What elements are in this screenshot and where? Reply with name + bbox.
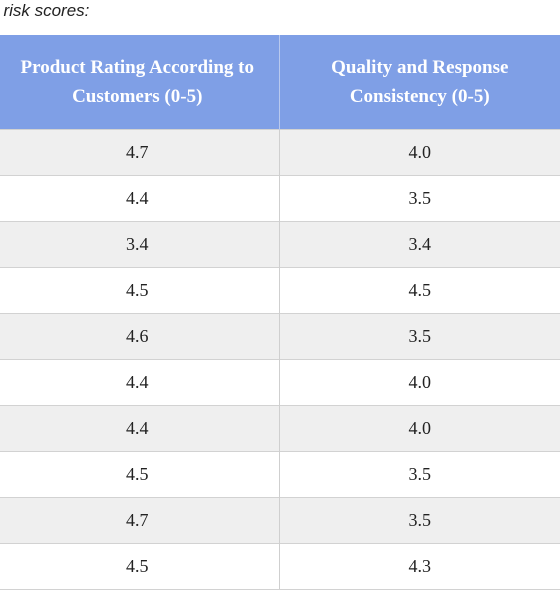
table-row: 4.7 4.0 (0, 129, 560, 176)
table-row: 4.4 4.0 (0, 359, 560, 406)
scores-table: Product Rating According to Customers (0… (0, 35, 560, 590)
quality-consistency-cell: 4.0 (279, 359, 560, 406)
quality-consistency-cell: 4.0 (279, 405, 560, 452)
quality-consistency-cell: 4.5 (279, 267, 560, 314)
table-row: 4.6 3.5 (0, 313, 560, 360)
quality-consistency-cell: 3.5 (279, 175, 560, 222)
column-header-product-rating: Product Rating According to Customers (0… (0, 35, 280, 130)
table-header-row: Product Rating According to Customers (0… (0, 35, 560, 130)
product-rating-cell: 4.4 (0, 405, 280, 452)
table-row: 4.5 4.3 (0, 543, 560, 590)
quality-consistency-cell: 3.4 (279, 221, 560, 268)
quality-consistency-cell: 3.5 (279, 497, 560, 544)
table-row: 3.4 3.4 (0, 221, 560, 268)
column-header-quality-consistency: Quality and Response Consistency (0-5) (279, 35, 560, 130)
product-rating-cell: 4.7 (0, 497, 280, 544)
quality-consistency-cell: 3.5 (279, 313, 560, 360)
product-rating-cell: 4.7 (0, 129, 280, 176)
product-rating-cell: 4.4 (0, 359, 280, 406)
table-row: 4.4 3.5 (0, 175, 560, 222)
table-caption: t risk scores: (0, 1, 90, 20)
table-row: 4.4 4.0 (0, 405, 560, 452)
table-row: 4.5 3.5 (0, 451, 560, 498)
table-row: 4.7 3.5 (0, 497, 560, 544)
product-rating-cell: 4.5 (0, 451, 280, 498)
table-row: 4.5 4.5 (0, 267, 560, 314)
product-rating-cell: 3.4 (0, 221, 280, 268)
product-rating-cell: 4.5 (0, 267, 280, 314)
quality-consistency-cell: 3.5 (279, 451, 560, 498)
product-rating-cell: 4.4 (0, 175, 280, 222)
quality-consistency-cell: 4.3 (279, 543, 560, 590)
product-rating-cell: 4.6 (0, 313, 280, 360)
quality-consistency-cell: 4.0 (279, 129, 560, 176)
product-rating-cell: 4.5 (0, 543, 280, 590)
